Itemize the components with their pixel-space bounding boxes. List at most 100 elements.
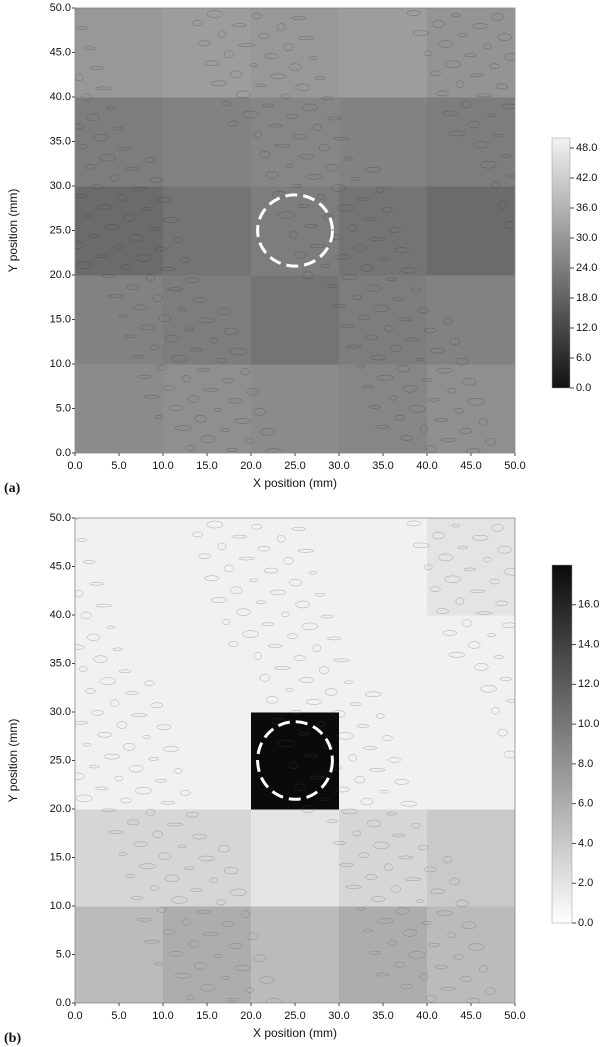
texture bbox=[368, 405, 382, 409]
heat-cell bbox=[75, 8, 164, 98]
texture bbox=[202, 387, 220, 392]
texture bbox=[476, 93, 493, 98]
texture bbox=[85, 688, 96, 694]
texture bbox=[295, 600, 310, 609]
texture bbox=[281, 93, 290, 100]
texture bbox=[198, 855, 215, 862]
texture bbox=[493, 655, 504, 659]
texture bbox=[253, 408, 267, 416]
x-tick-label: 30.0 bbox=[328, 1010, 349, 1022]
texture bbox=[291, 710, 302, 714]
texture bbox=[415, 899, 425, 903]
heat-cell bbox=[251, 8, 340, 98]
texture bbox=[265, 695, 279, 704]
texture bbox=[368, 768, 386, 772]
texture bbox=[453, 954, 465, 960]
texture bbox=[91, 710, 104, 716]
texture bbox=[152, 830, 163, 839]
texture bbox=[204, 575, 220, 581]
texture bbox=[190, 347, 203, 352]
texture bbox=[428, 943, 441, 947]
texture bbox=[421, 377, 433, 382]
texture bbox=[434, 418, 449, 422]
texture bbox=[80, 93, 92, 102]
texture bbox=[265, 448, 283, 453]
texture bbox=[426, 994, 437, 1003]
texture bbox=[339, 324, 354, 329]
texture bbox=[75, 794, 93, 803]
texture bbox=[162, 217, 180, 223]
texture bbox=[390, 344, 401, 353]
colorbar-tick-label: 2.0 bbox=[578, 877, 593, 889]
heat-cell bbox=[251, 809, 340, 907]
texture bbox=[430, 888, 445, 895]
texture bbox=[291, 184, 302, 188]
texture bbox=[320, 96, 334, 101]
texture bbox=[217, 307, 231, 316]
texture bbox=[297, 549, 314, 553]
texture bbox=[156, 724, 172, 730]
texture bbox=[444, 575, 461, 584]
texture bbox=[137, 918, 152, 922]
texture bbox=[285, 688, 294, 692]
texture bbox=[301, 622, 319, 631]
texture bbox=[162, 384, 176, 391]
texture bbox=[200, 435, 215, 443]
y-tick-label: 30.0 bbox=[50, 180, 71, 192]
texture bbox=[101, 808, 116, 813]
x-tick-label: 50.0 bbox=[504, 1010, 525, 1022]
texture bbox=[219, 428, 231, 432]
texture bbox=[406, 10, 422, 16]
x-tick-label: 25.0 bbox=[284, 1010, 305, 1022]
x-axis-label: X position (mm) bbox=[253, 1026, 337, 1040]
texture bbox=[230, 888, 247, 897]
y-tick-label: 0.0 bbox=[56, 447, 71, 459]
texture bbox=[461, 377, 477, 386]
texture bbox=[390, 885, 401, 893]
texture bbox=[83, 214, 92, 218]
heat-cell bbox=[163, 712, 252, 810]
texture bbox=[263, 567, 279, 574]
texture bbox=[424, 866, 437, 873]
texture bbox=[177, 844, 187, 849]
texture bbox=[348, 754, 357, 762]
texture bbox=[95, 786, 108, 791]
texture bbox=[166, 287, 184, 292]
texture bbox=[412, 30, 430, 36]
texture bbox=[453, 408, 465, 414]
texture bbox=[230, 347, 247, 356]
texture bbox=[443, 855, 452, 864]
texture bbox=[394, 247, 409, 253]
heat-cell bbox=[163, 615, 252, 713]
texture bbox=[173, 768, 183, 774]
texture bbox=[78, 666, 88, 672]
texture bbox=[448, 652, 466, 658]
texture bbox=[150, 177, 163, 183]
texture bbox=[457, 545, 469, 550]
defect-outline bbox=[256, 193, 334, 268]
heat-cell bbox=[427, 712, 515, 810]
texture bbox=[295, 251, 306, 259]
texture bbox=[419, 425, 429, 433]
texture bbox=[154, 961, 163, 966]
texture bbox=[474, 663, 489, 671]
texture bbox=[408, 405, 426, 413]
texture bbox=[396, 364, 409, 373]
y-tick-label: 50.0 bbox=[50, 512, 71, 524]
heat-cell bbox=[251, 364, 340, 453]
texture bbox=[411, 822, 421, 829]
texture bbox=[281, 611, 290, 618]
texture bbox=[223, 50, 235, 58]
texture bbox=[364, 334, 378, 341]
texture bbox=[497, 33, 513, 41]
heat-cell bbox=[75, 97, 164, 187]
texture bbox=[213, 954, 223, 958]
texture bbox=[101, 274, 116, 278]
texture bbox=[404, 337, 422, 342]
texture bbox=[459, 428, 473, 434]
texture bbox=[143, 394, 160, 399]
texture bbox=[273, 143, 291, 148]
texture bbox=[436, 608, 449, 614]
texture bbox=[269, 73, 287, 80]
texture bbox=[447, 387, 456, 394]
